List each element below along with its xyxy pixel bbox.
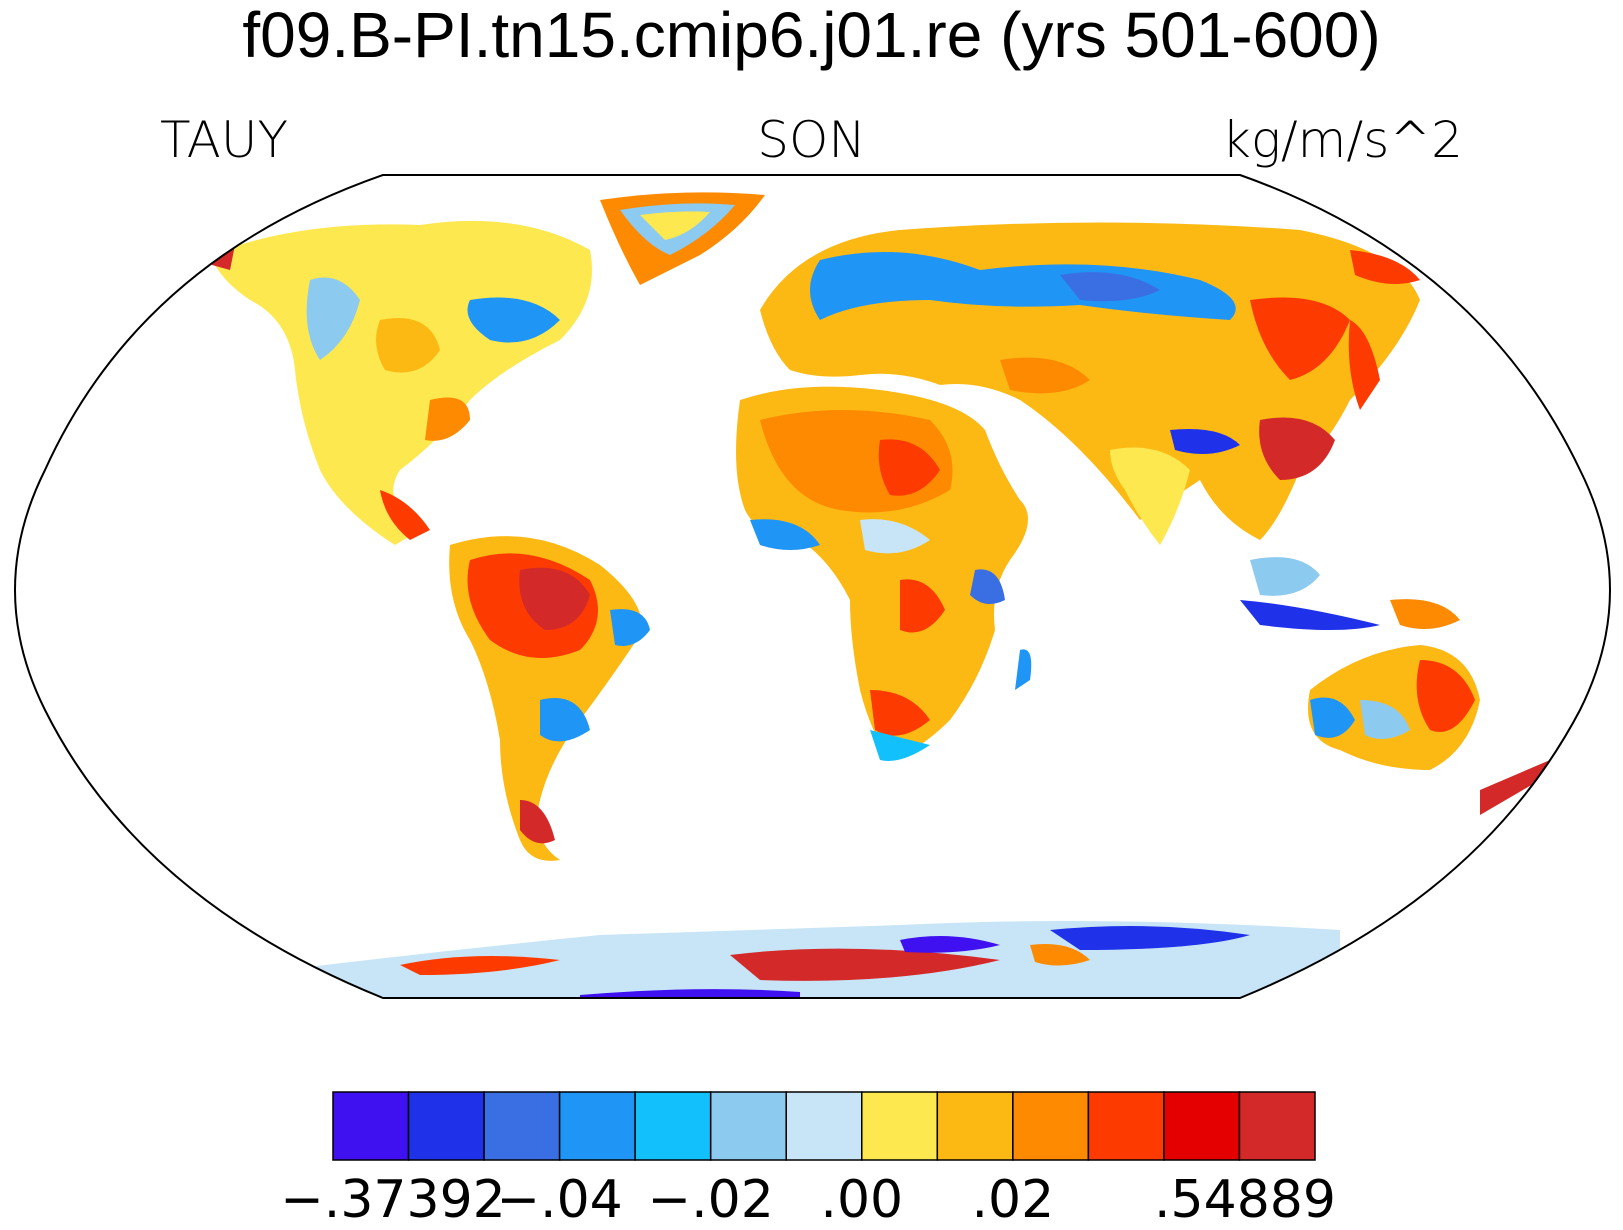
colorbar-label: −.02 [647,1170,774,1230]
india-region [1110,447,1190,545]
map-title: f09.B-PI.tn15.cmip6.j01.re (yrs 501-600) [242,0,1381,71]
units-label: kg/m/s^2 [1221,111,1463,169]
colorbar-swatch-8 [936,1091,1014,1161]
indonesia-region [1240,557,1460,630]
colorbar-label: .00 [820,1170,904,1230]
greenland-region [600,192,765,285]
colorbar-label: −.37392 [280,1170,506,1230]
eurasia-region [760,222,1420,540]
colorbar-swatch-2 [483,1091,561,1161]
colorbar-swatch-0 [332,1091,410,1161]
colorbar-swatch-7 [861,1091,939,1161]
colorbar [332,1091,1316,1161]
colorbar-swatch-12 [1238,1091,1316,1161]
colorbar-swatch-5 [709,1091,787,1161]
antarctica-region [300,921,1340,998]
colorbar-swatch-6 [785,1091,863,1161]
north-america-region [210,220,592,545]
colorbar-swatch-9 [1012,1091,1090,1161]
colorbar-swatch-3 [558,1091,636,1161]
south-america-region [449,536,650,861]
colorbar-swatch-4 [634,1091,712,1161]
africa-region [736,386,1032,761]
colorbar-swatch-1 [407,1091,485,1161]
colorbar-swatch-10 [1087,1091,1165,1161]
australia-region [1308,645,1550,815]
colorbar-swatch-11 [1163,1091,1241,1161]
colorbar-label: .02 [971,1170,1055,1230]
colorbar-label: .54889 [1154,1170,1336,1230]
map-border [14,174,1611,999]
colorbar-label: −.04 [496,1170,623,1230]
world-map [14,174,1611,999]
variable-label: TAUY [160,111,289,169]
season-label: SON [757,111,866,169]
